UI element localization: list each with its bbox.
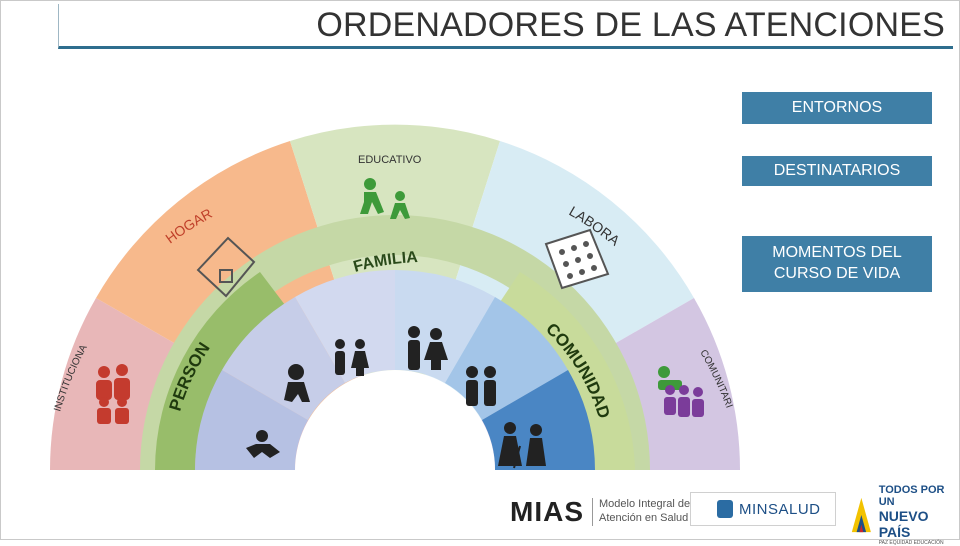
- students-icon: [360, 178, 410, 219]
- flag-ribbon-icon: [851, 497, 871, 533]
- mias-wordmark: MIAS: [510, 496, 584, 527]
- baby-icon: [246, 430, 280, 458]
- title-bar: ORDENADORES DE LAS ATENCIONES: [58, 4, 953, 49]
- mias-logo: MIAS Modelo Integral de Atención en Salu…: [510, 496, 690, 528]
- label-educativo: EDUCATIVO: [358, 154, 422, 166]
- moment-adolescencia[interactable]: [295, 270, 395, 383]
- legend-entornos: ENTORNOS: [742, 92, 932, 124]
- gobierno-text: TODOS POR UN NUEVO PAÍS PAZ EQUIDAD EDUC…: [879, 484, 960, 546]
- minsalud-logo: MINSALUD: [690, 492, 836, 526]
- mias-subtitle-line-2: Atención en Salud: [599, 512, 689, 524]
- child-icon: [284, 364, 310, 402]
- minsalud-text: MINSALUD: [739, 500, 821, 518]
- community-people-icon: [658, 366, 704, 417]
- adolescents-icon: [335, 339, 369, 376]
- slide-title: ORDENADORES DE LAS ATENCIONES: [316, 6, 945, 44]
- gobierno-line-2: NUEVO PAÍS: [878, 508, 929, 540]
- legend-destinatarios: DESTINATARIOS: [742, 156, 932, 186]
- moment-infancia[interactable]: [222, 297, 345, 420]
- band-persona[interactable]: [155, 272, 285, 470]
- gobierno-line-1: TODOS POR UN: [878, 484, 945, 508]
- adults-icon: [466, 366, 496, 406]
- house-icon: [196, 236, 256, 298]
- young-couple-icon: [408, 326, 448, 370]
- diagram-hub: [295, 370, 495, 470]
- label-institucional: INSTITUCIONAL: [0, 0, 90, 413]
- elderly-icon: [498, 422, 546, 469]
- coat-of-arms-icon: [717, 500, 733, 518]
- legend-momentos: MOMENTOS DEL CURSO DE VIDA: [742, 236, 932, 292]
- mias-subtitle-line-1: Modelo Integral de: [599, 498, 691, 511]
- gobierno-logo: TODOS POR UN NUEVO PAÍS PAZ EQUIDAD EDUC…: [848, 484, 960, 546]
- moment-primera-infancia[interactable]: [195, 370, 395, 470]
- institutional-people-icon: [96, 364, 130, 424]
- mias-subtitle: Modelo Integral de Atención en Salud: [592, 498, 690, 526]
- gobierno-line-3: PAZ EQUIDAD EDUCACIÓN: [878, 540, 944, 546]
- building-icon: [544, 228, 610, 290]
